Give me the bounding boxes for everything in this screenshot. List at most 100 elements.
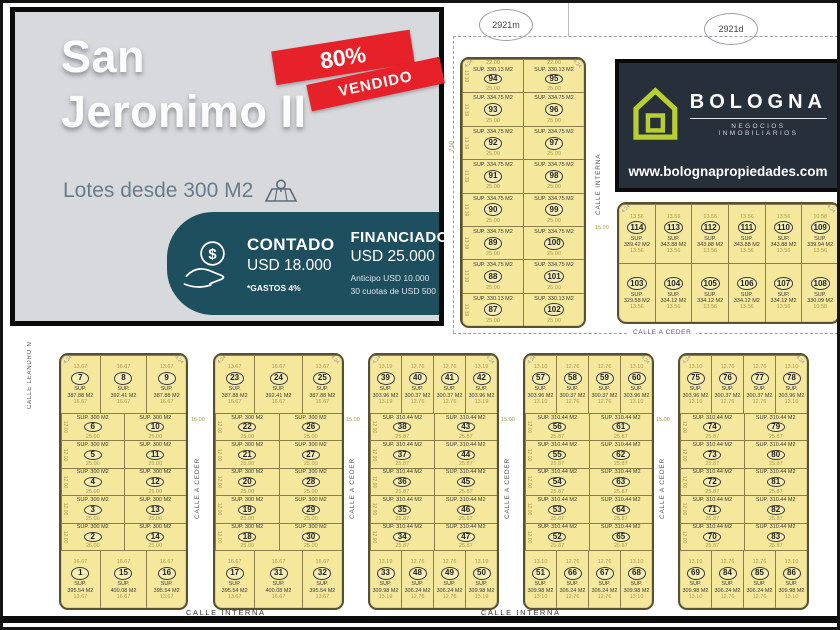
lot-area: SUP. 310.44 M2 xyxy=(600,414,641,421)
lot-area: SUP. 300 M2 xyxy=(139,441,172,448)
lot-number-80: 80 xyxy=(766,449,785,460)
width-dim: 25.87 xyxy=(613,543,628,550)
lot-area: SUP. 300 M2 xyxy=(76,524,109,531)
lot-8: 16.67 8 SUP. 392.41 M2 16.67 xyxy=(99,356,147,413)
lot-number-63: 63 xyxy=(611,477,630,488)
lot-86: 13.10 86 SUP. 309.98 M2 13.10 xyxy=(775,551,807,608)
lot-row: 12.00 SUP. 300 M2 3 25.00 SUP. 300 M2 13 25.00 xyxy=(61,495,186,523)
lot-number-51: 51 xyxy=(531,566,550,580)
width-dim: 25.87 xyxy=(768,516,783,523)
lot-number-57: 57 xyxy=(531,371,550,385)
lot-number-43: 43 xyxy=(456,422,475,433)
lot-area: 309.98 M2 xyxy=(372,587,399,594)
lot-row: 13.10 69 SUP. 309.98 M2 13.10 12.76 84 SUP. 306.… xyxy=(680,550,807,608)
lot-50: 13.19 50 SUP. 309.98 M2 13.19 xyxy=(465,551,497,608)
top-dim: 13.10 xyxy=(533,559,548,566)
width-dim: 25.87 xyxy=(705,488,720,495)
lot-43: SUP. 310.44 M2 43 25.87 xyxy=(433,414,498,441)
lot-number-23: 23 xyxy=(225,371,244,385)
lot-20: SUP. 300 M2 20 25.00 xyxy=(215,468,279,496)
side-dim: 12.00 xyxy=(681,448,687,461)
lot-area: SUP. 330.13 M2 xyxy=(473,66,513,73)
lot-row: 12.90 SUP. 310.44 M2 35 25.87 SUP. 310.44 M2… xyxy=(370,495,498,523)
lot-area: 309.98 M2 xyxy=(778,587,805,594)
width-dim: 25.00 xyxy=(486,151,500,158)
financiado-note1: Anticipo USD 10.000 xyxy=(350,273,430,284)
lot-number-114: 114 xyxy=(627,221,647,235)
project-title-line2: Jeronimo II xyxy=(61,85,307,137)
lot-row: 13.39 SUP. 334.75 M2 91 25.00 SUP. 334.75 M2… xyxy=(462,159,584,193)
sup-label: SUP. xyxy=(630,386,643,393)
side-dim: 12.90 xyxy=(371,503,377,516)
lot-46: SUP. 310.44 M2 46 25.87 xyxy=(433,496,498,523)
bottom-dim: 13.19 xyxy=(378,593,393,600)
width-dim: 25.87 xyxy=(705,461,720,468)
bottom-dim: 16.67 xyxy=(116,398,131,405)
financiado-note2: 30 cuotas de USD 500 xyxy=(350,286,437,296)
width-dim: 25.87 xyxy=(550,516,565,523)
lot-number-110: 110 xyxy=(774,221,793,235)
lot-78: 13.10 78 SUP. 303.96 M2 13.10 xyxy=(775,356,807,413)
sup-label: SUP. xyxy=(753,386,766,393)
reference-line xyxy=(568,3,569,36)
lot-number-56: 56 xyxy=(548,422,567,433)
lot-area: SUP. 310.44 M2 xyxy=(755,441,796,448)
lot-area: SUP. 300 M2 xyxy=(294,441,327,448)
lot-96: SUP. 334.75 M2 96 25.00 xyxy=(523,93,584,126)
lot-row: 12.00 SUP. 310.44 M2 54 25.87 SUP. 310.44 M2… xyxy=(525,467,652,496)
lot-area: SUP. 330.13 M2 xyxy=(473,295,513,302)
lot-70: SUP. 310.44 M2 70 25.87 xyxy=(680,523,744,551)
lot-102: SUP. 330.13 M2 102 25.00 xyxy=(523,293,584,326)
lot-row: 12.00 SUP. 300 M2 6 25.00 SUP. 300 M2 10 25.00 xyxy=(61,413,186,441)
lot-area: SUP. 300 M2 xyxy=(231,496,264,503)
lot-row: 12.00 SUP. 300 M2 21 25.00 SUP. 300 M2 27 25.0… xyxy=(215,440,342,468)
lot-number-60: 60 xyxy=(627,371,646,385)
lot-area: 387.88 M2 xyxy=(153,392,180,399)
lot-number-84: 84 xyxy=(718,566,737,580)
width-dim: 25.00 xyxy=(547,85,561,92)
block-87-102: 4.24 4.24 13.39 22.00 SUP. 330.13 M2 94 25.00 2… xyxy=(460,57,586,328)
side-dim: 12.00 xyxy=(526,503,532,516)
bottom-dim: 12.76 xyxy=(752,398,767,405)
width-dim: 25.87 xyxy=(768,433,783,440)
lot-number-61: 61 xyxy=(611,422,630,433)
side-dim: 13.39 xyxy=(463,270,469,283)
top-dim: 13.67 xyxy=(73,364,88,371)
lot-37: SUP. 310.44 M2 37 25.87 xyxy=(370,441,434,468)
side-dim: 12.00 xyxy=(216,503,222,516)
lot-number-4: 4 xyxy=(83,477,102,488)
lot-number-86: 86 xyxy=(782,566,801,580)
sup-label: SUP. xyxy=(534,386,547,393)
bottom-dim: 13.56 xyxy=(776,304,791,311)
lot-row: 13.39 SUP. 334.75 M2 89 25.00 SUP. 334.75 M2… xyxy=(462,225,584,260)
top-dim: 16.67 xyxy=(116,364,131,371)
lot-area: SUP. 300 M2 xyxy=(294,496,327,503)
lot-113: 13.56 113 SUP. 343.88 M2 13.56 xyxy=(654,205,692,263)
top-dim: 12.76 xyxy=(565,364,580,371)
lot-area: SUP. 310.44 M2 xyxy=(755,414,796,421)
lot-99: SUP. 334.75 M2 99 25.00 xyxy=(523,193,584,226)
lot-number-77: 77 xyxy=(750,371,769,385)
lot-19: SUP. 300 M2 19 25.00 xyxy=(215,496,279,523)
lot-57: 13.10 57 SUP. 303.96 M2 13.10 xyxy=(525,356,556,413)
bottom-dim: 13.19 xyxy=(474,398,489,405)
lot-79: SUP. 310.44 M2 79 25.87 xyxy=(743,414,808,441)
lot-number-36: 36 xyxy=(393,477,412,488)
lot-49: 12.76 49 SUP. 306.24 M2 12.76 xyxy=(433,551,465,608)
lot-area: SUP. 300 M2 xyxy=(139,496,172,503)
lot-row: 12.00 SUP. 310.44 M2 74 25.87 SUP. 310.44 M2… xyxy=(680,413,808,441)
lot-number-18: 18 xyxy=(238,531,257,542)
bottom-dim: 13.19 xyxy=(474,593,489,600)
sup-label: SUP. xyxy=(667,291,680,298)
side-dim: 13.39 xyxy=(463,136,469,150)
width-dim: 25.87 xyxy=(458,433,473,440)
boundary-line-top xyxy=(453,36,837,37)
lot-area: SUP. 334.75 M2 xyxy=(534,262,574,269)
lot-row: 12.00 SUP. 310.44 M2 55 25.87 SUP. 310.44 M2… xyxy=(525,440,652,468)
lot-area: SUP. 310.44 M2 xyxy=(755,524,796,531)
project-title: San Jeronimo II xyxy=(61,30,307,140)
bottom-dim: 13.56 xyxy=(776,248,791,255)
lot-number-107: 107 xyxy=(773,277,794,291)
side-dim: 12.00 xyxy=(216,530,222,544)
lot-area: SUP. 310.44 M2 xyxy=(600,524,641,531)
